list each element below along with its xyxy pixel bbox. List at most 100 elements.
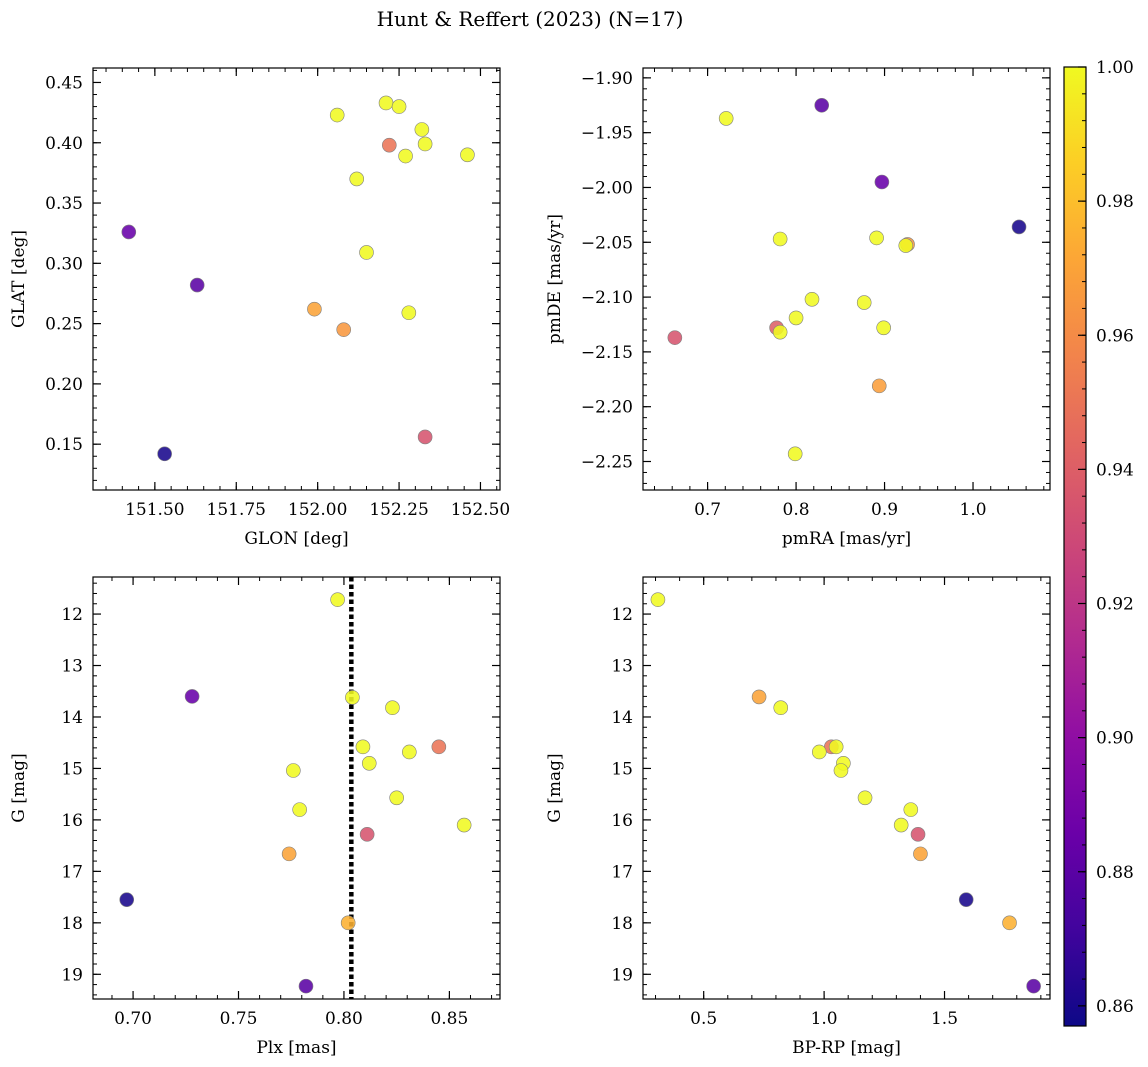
data-point — [431, 739, 447, 755]
data-point — [385, 700, 400, 716]
data-point — [401, 305, 417, 321]
points — [667, 97, 1027, 462]
data-point — [1002, 915, 1017, 931]
x-tick-label: 151.50 — [125, 500, 184, 520]
y-tick-label: −2.25 — [581, 453, 633, 473]
data-point — [788, 310, 804, 326]
y-axis-label: G [mag] — [545, 753, 565, 822]
colorbar-tick-label: 0.98 — [1096, 192, 1134, 212]
data-point — [772, 231, 788, 247]
data-point — [157, 446, 172, 462]
data-point — [898, 238, 914, 253]
x-tick-label: 1.0 — [811, 1009, 838, 1029]
x-tick-label: 0.70 — [114, 1009, 152, 1029]
data-point — [874, 174, 890, 190]
data-point — [1026, 978, 1041, 994]
x-tick-label: 1.0 — [960, 500, 987, 520]
data-point — [359, 827, 375, 842]
data-point — [398, 148, 413, 164]
x-tick-label: 0.7 — [694, 500, 721, 520]
y-tick-label: 0.20 — [45, 375, 83, 395]
y-tick-label: 19 — [611, 965, 633, 985]
data-point — [871, 378, 887, 394]
data-point — [650, 592, 666, 607]
y-tick-label: 0.35 — [45, 194, 83, 214]
data-point — [811, 744, 827, 760]
x-axis-label: Plx [mas] — [256, 1038, 336, 1058]
y-tick-label: 18 — [611, 914, 633, 934]
data-point — [361, 755, 377, 771]
y-tick-label: 19 — [61, 965, 83, 985]
data-point — [184, 689, 200, 704]
data-point — [349, 171, 365, 187]
data-point — [119, 892, 135, 907]
data-point — [329, 107, 345, 123]
x-tick-label: 152.50 — [451, 500, 510, 520]
y-tick-label: −1.90 — [581, 69, 633, 89]
y-tick-label: 12 — [611, 605, 633, 625]
y-tick-label: 0.25 — [45, 315, 83, 335]
y-tick-label: −2.00 — [581, 178, 633, 198]
data-point — [330, 592, 345, 607]
x-tick-label: 0.9 — [871, 500, 898, 520]
y-tick-label: 0.40 — [45, 134, 83, 154]
x-tick-label: 0.8 — [783, 500, 810, 520]
x-axis-label: GLON [deg] — [244, 529, 348, 549]
data-point — [417, 136, 433, 152]
data-point — [751, 689, 767, 705]
data-point — [460, 147, 475, 163]
data-point — [391, 99, 407, 114]
y-tick-label: 17 — [611, 862, 633, 882]
x-tick-label: 1.5 — [931, 1009, 958, 1029]
y-axis-label: GLAT [deg] — [9, 230, 29, 328]
data-point — [869, 230, 884, 246]
data-point — [417, 429, 433, 445]
y-tick-label: −2.10 — [581, 288, 633, 308]
panel-4: 0.5 1.0 1.5 12 13 14 15 16 17 18 19 BP-RP [mag] G [m… — [545, 576, 1051, 1058]
data-point — [773, 700, 789, 716]
y-tick-label: 15 — [611, 759, 633, 779]
data-point — [814, 97, 830, 113]
data-point — [804, 291, 820, 307]
data-point — [402, 744, 417, 760]
y-tick-label: 16 — [61, 811, 83, 831]
data-point — [298, 978, 314, 994]
data-point — [281, 846, 297, 862]
colorbar: 0.86 0.88 0.90 0.92 0.94 0.96 0.98 1.00 — [1063, 58, 1134, 1027]
colorbar-tick-label: 1.00 — [1096, 58, 1134, 78]
ticks: 151.50 151.75 152.00 152.25 152.50 0.15 0.20 0.… — [45, 68, 510, 520]
colorbar-tick-label: 0.86 — [1096, 997, 1134, 1017]
panel-2: 0.7 0.8 0.9 1.0 −2.25 −2.20 −2.15 −2.10 −2.05 −2.… — [545, 67, 1051, 549]
panel-1: 151.50 151.75 152.00 152.25 152.50 0.15 0.20 0.… — [9, 67, 510, 549]
points — [121, 95, 475, 462]
data-point — [910, 827, 926, 842]
colorbar-tick-label: 0.96 — [1096, 326, 1134, 346]
data-point — [355, 739, 371, 755]
y-tick-label: −2.15 — [581, 343, 633, 363]
data-point — [121, 224, 137, 240]
data-point — [828, 739, 844, 755]
panel-3: 0.70 0.75 0.80 0.85 12 13 14 15 16 17 18 19 Plx [mas… — [9, 576, 501, 1058]
x-tick-label: 0.5 — [690, 1009, 717, 1029]
data-point — [903, 802, 919, 817]
data-point — [336, 322, 352, 337]
data-point — [286, 763, 301, 778]
y-tick-label: −2.20 — [581, 398, 633, 418]
y-tick-label: 0.30 — [45, 254, 83, 274]
data-point — [718, 111, 734, 126]
y-tick-label: −1.95 — [581, 124, 633, 144]
y-tick-label: 0.15 — [45, 435, 83, 455]
data-point — [359, 245, 374, 260]
data-point — [857, 790, 873, 806]
colorbar-tick-label: 0.94 — [1096, 460, 1134, 480]
data-point — [389, 790, 404, 806]
y-tick-label: 14 — [61, 708, 83, 728]
points — [650, 592, 1041, 994]
data-point — [667, 330, 683, 345]
x-tick-label: 0.75 — [220, 1009, 258, 1029]
panels: 151.50 151.75 152.00 152.25 152.50 0.15 0.20 0.… — [9, 67, 1051, 1058]
colorbar-tick-label: 0.88 — [1096, 863, 1134, 883]
data-point — [378, 95, 394, 111]
